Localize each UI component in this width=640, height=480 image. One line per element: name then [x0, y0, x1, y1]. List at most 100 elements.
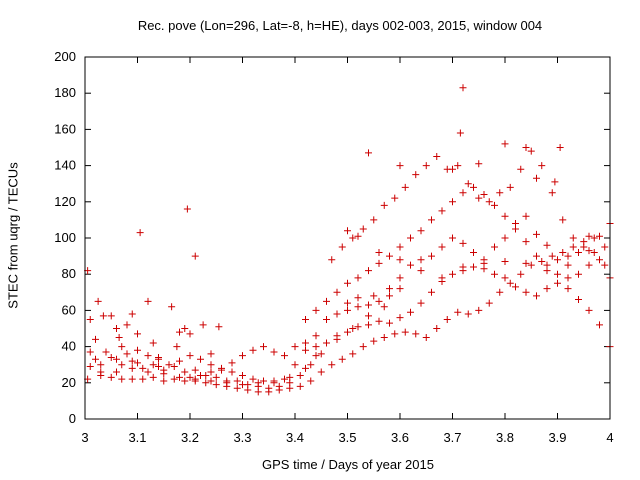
data-point [538, 162, 546, 170]
data-point [564, 274, 572, 282]
data-point [459, 84, 467, 92]
data-point [417, 227, 425, 235]
data-point [354, 294, 362, 302]
data-point [118, 361, 126, 369]
data-point [212, 373, 220, 381]
data-point [491, 270, 498, 278]
data-point [475, 306, 483, 314]
data-point [533, 230, 540, 238]
data-point [134, 330, 141, 338]
data-point [575, 296, 582, 304]
data-point [459, 189, 467, 197]
data-point [302, 339, 309, 347]
data-point [517, 165, 525, 173]
data-point [181, 325, 189, 332]
data-point [585, 261, 593, 269]
data-point [375, 248, 383, 256]
data-point [270, 348, 278, 356]
x-tick-label: 3.6 [391, 430, 409, 445]
y-tick-label: 180 [54, 85, 76, 100]
data-point [228, 368, 236, 376]
data-point [512, 283, 519, 291]
data-point [449, 270, 456, 278]
data-point [449, 234, 456, 242]
x-tick-label: 4 [606, 430, 613, 445]
data-point [422, 162, 430, 170]
data-point [344, 299, 351, 307]
data-point [380, 303, 388, 311]
data-point [223, 379, 231, 387]
data-point [113, 368, 120, 376]
data-point [128, 357, 136, 365]
data-point [590, 234, 598, 242]
data-point [228, 359, 236, 367]
data-point [239, 352, 246, 360]
data-point [302, 346, 309, 354]
data-point [136, 229, 144, 237]
data-point [443, 315, 451, 323]
data-point [333, 310, 341, 318]
data-point [92, 355, 99, 363]
data-point [491, 201, 498, 209]
data-point [155, 355, 162, 363]
data-point [401, 183, 409, 191]
data-point [480, 259, 488, 267]
data-point [107, 353, 115, 361]
data-point [470, 183, 477, 191]
data-point [354, 323, 362, 331]
data-point [596, 232, 603, 240]
data-point [176, 357, 183, 365]
data-point [391, 194, 399, 202]
data-point [207, 361, 215, 369]
x-tick-label: 3.2 [181, 430, 199, 445]
data-point [354, 232, 362, 240]
data-point [556, 144, 564, 151]
data-point [449, 165, 456, 173]
data-point [317, 350, 325, 358]
data-point [412, 330, 420, 338]
data-point [554, 270, 561, 278]
data-point [265, 388, 273, 396]
data-point [107, 312, 115, 320]
y-tick-label: 40 [62, 339, 76, 354]
data-point [596, 321, 603, 329]
data-point [551, 178, 559, 186]
data-point [564, 285, 572, 293]
data-point [491, 243, 498, 251]
data-point [338, 243, 346, 251]
data-point [176, 373, 183, 381]
data-point [422, 334, 430, 342]
data-point [449, 198, 456, 206]
data-point [428, 216, 435, 224]
data-point [396, 243, 404, 251]
plot-frame [84, 56, 611, 420]
data-point [517, 270, 525, 278]
data-point [433, 325, 441, 332]
data-point [543, 267, 551, 275]
data-point [496, 189, 504, 197]
data-point [380, 334, 388, 342]
data-point [186, 352, 194, 360]
data-point [239, 381, 246, 389]
data-point [370, 292, 378, 300]
data-point [86, 315, 94, 323]
data-point [312, 332, 320, 340]
axis-ticks [84, 56, 611, 420]
data-point [522, 238, 530, 246]
data-point [407, 261, 414, 269]
data-point [312, 343, 320, 351]
data-point [270, 377, 278, 385]
data-point [344, 306, 351, 314]
data-point [396, 314, 404, 322]
data-point [344, 328, 351, 336]
data-point [601, 261, 609, 269]
tick-labels: 3 3.1 3.2 3.3 3.4 3.5 3.6 3.7 3.8 3.9 402040608010… [54, 49, 613, 445]
data-point [296, 372, 304, 380]
data-point [386, 319, 393, 327]
data-point [333, 335, 341, 343]
data-point [365, 321, 372, 329]
data-point [370, 337, 378, 345]
data-point [94, 297, 102, 305]
data-point [191, 252, 199, 260]
data-point [349, 234, 357, 242]
